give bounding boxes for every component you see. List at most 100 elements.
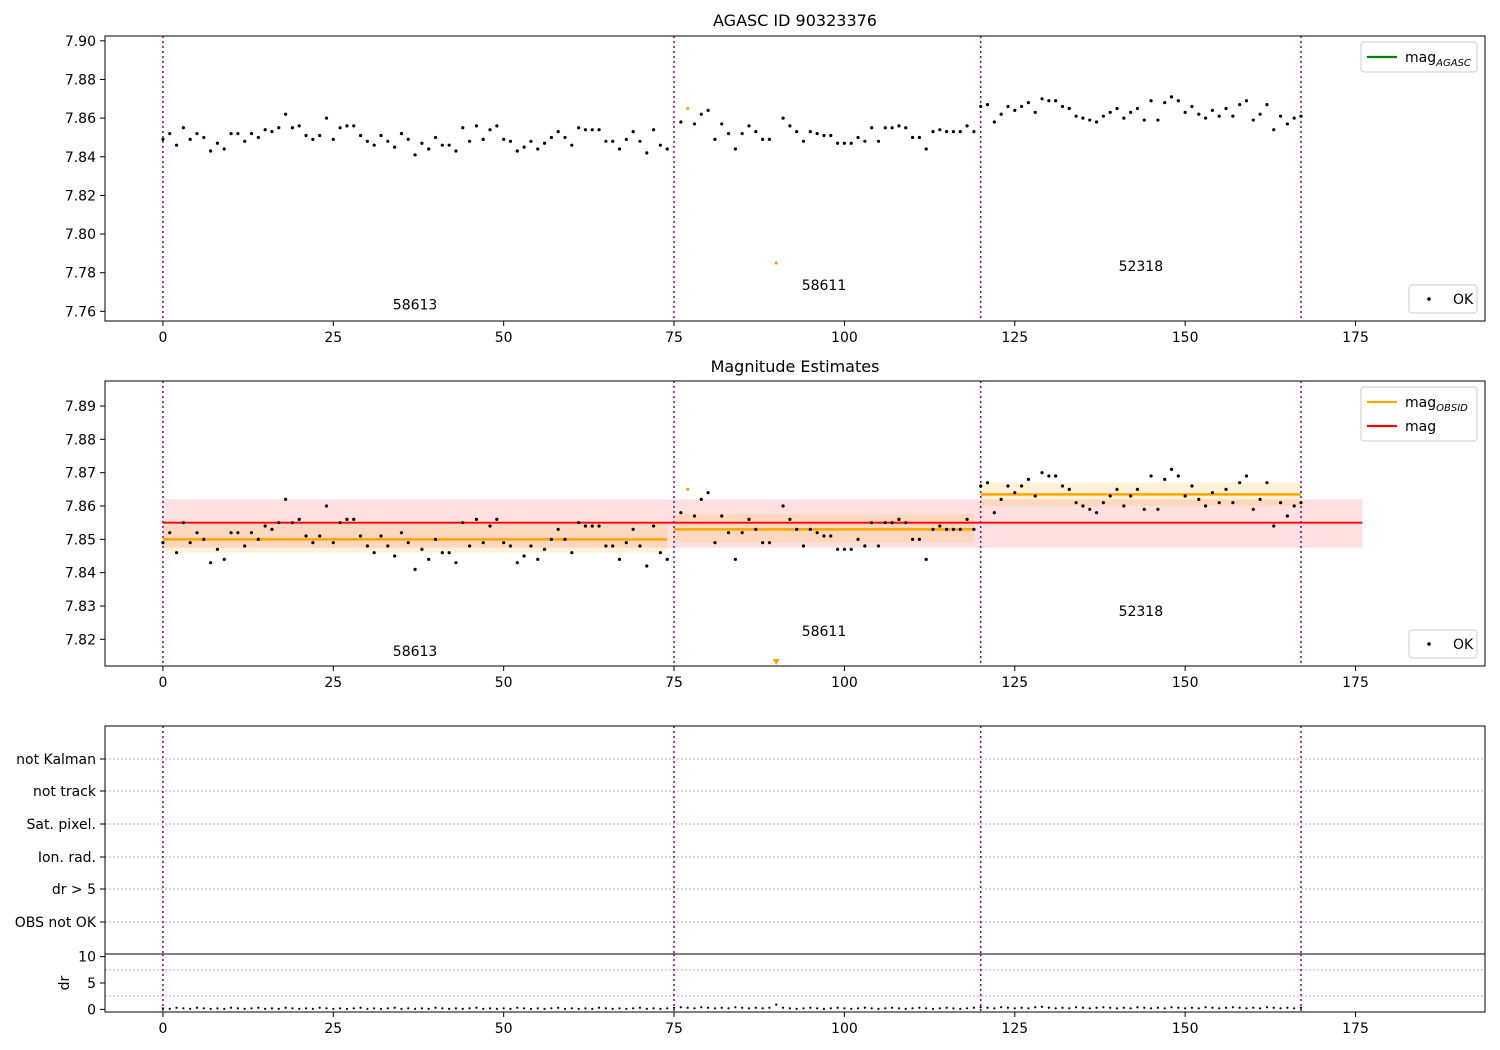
ok-data-point: [277, 126, 281, 130]
dr-axis-label: dr: [57, 975, 73, 990]
ok-data-point: [979, 484, 983, 488]
ok-data-point: [863, 544, 867, 548]
dr-data-point: [318, 1006, 321, 1009]
ok-data-point: [890, 521, 894, 525]
dr-data-point: [509, 1007, 512, 1010]
obsid-label: 58613: [393, 297, 438, 313]
ok-data-point: [202, 537, 206, 541]
dr-data-point: [945, 1006, 948, 1009]
ok-data-point: [1163, 101, 1167, 105]
ok-data-point: [1278, 501, 1283, 505]
dr-data-point: [1231, 1006, 1234, 1009]
ok-data-point: [1054, 99, 1058, 103]
ok-data-point: [495, 517, 499, 521]
dr-data-point: [1245, 1007, 1248, 1010]
ok-data-point: [842, 547, 847, 551]
ok-data-point: [386, 544, 390, 548]
dr-axes-frame: [104, 953, 1486, 1013]
ok-data-point: [1231, 114, 1235, 118]
dr-data-point: [407, 1007, 410, 1010]
ok-data-point: [1108, 110, 1112, 114]
ok-data-point: [1244, 99, 1249, 103]
ok-data-point: [842, 141, 847, 145]
ok-data-point: [297, 517, 301, 521]
ok-data-point: [379, 534, 383, 538]
dr-data-point: [223, 1007, 226, 1010]
estimates-ytick-label: 7.84: [65, 566, 96, 582]
dr-data-point: [925, 1007, 928, 1010]
ok-data-point: [174, 143, 179, 147]
dr-data-point: [284, 1006, 287, 1009]
ok-data-point: [815, 131, 819, 136]
estimates-point-legend-label: OK: [1453, 637, 1474, 653]
ok-data-point: [263, 128, 267, 132]
dr-data-point: [693, 1007, 696, 1010]
ok-data-point: [270, 527, 274, 531]
dr-data-point: [1259, 1007, 1262, 1010]
ok-data-point: [461, 521, 465, 525]
ok-data-point: [440, 551, 444, 555]
ok-data-point: [781, 504, 785, 508]
flag-label: Ion. rad.: [38, 850, 96, 866]
dr-data-point: [816, 1007, 819, 1010]
ok-data-point: [808, 130, 812, 134]
ok-data-point: [979, 104, 983, 109]
ok-data-point: [938, 524, 942, 528]
ok-data-point: [324, 504, 329, 508]
ok-data-point: [590, 128, 594, 132]
ok-data-point: [467, 544, 472, 548]
agasc-ytick-label: 7.80: [65, 227, 96, 243]
ok-data-point: [563, 537, 567, 541]
ok-data-point: [917, 135, 921, 140]
dr-ytick-label: 10: [78, 950, 96, 966]
dr-data-point: [1006, 1006, 1010, 1009]
dr-data-point: [1184, 1007, 1187, 1010]
dr-data-point: [652, 1007, 655, 1010]
dr-data-point: [1095, 1006, 1098, 1009]
estimates-xtick-label: 125: [1001, 675, 1028, 691]
ok-data-point: [433, 135, 438, 140]
agasc-xtick-label: 50: [495, 330, 513, 346]
ok-data-point: [624, 137, 628, 141]
dr-data-point: [1020, 1006, 1023, 1009]
ok-data-point: [706, 108, 710, 112]
dr-data-point: [311, 1007, 314, 1010]
ok-data-point: [1265, 102, 1269, 107]
dr-data-point: [1286, 1006, 1289, 1009]
dr-data-point: [1054, 1007, 1057, 1010]
ok-data-point: [876, 544, 881, 548]
ok-data-point: [658, 143, 663, 147]
ok-data-point: [399, 131, 404, 136]
ok-data-point: [1197, 112, 1201, 116]
dr-data-point: [448, 1007, 451, 1010]
flag-label: not track: [33, 784, 97, 800]
ok-data-point: [904, 126, 908, 130]
agasc-xtick-label: 75: [665, 330, 683, 346]
dr-data-point: [1047, 1006, 1050, 1009]
dr-xtick-label: 75: [665, 1021, 683, 1037]
ok-data-point: [311, 137, 315, 141]
ok-data-point: [1299, 114, 1303, 118]
ok-data-point: [1108, 494, 1112, 498]
dr-xtick-label: 25: [324, 1021, 342, 1037]
ok-data-point: [1217, 114, 1221, 118]
ok-data-point: [358, 133, 363, 138]
ok-data-point: [570, 143, 574, 147]
dr-data-point: [298, 1007, 301, 1010]
ok-data-point: [713, 137, 717, 141]
ok-data-point: [188, 541, 192, 545]
ok-data-point: [488, 524, 492, 528]
dr-data-point: [523, 1007, 526, 1010]
ok-data-point: [747, 124, 751, 128]
ok-data-point: [883, 126, 887, 130]
ok-data-point: [1190, 484, 1194, 488]
ok-data-point: [181, 126, 185, 130]
ok-data-point: [822, 133, 826, 138]
dr-xtick-label: 175: [1342, 1021, 1369, 1037]
ok-data-point: [529, 544, 533, 548]
dr-data-point: [413, 1007, 417, 1010]
ok-data-point: [740, 531, 744, 535]
ok-data-point: [1006, 104, 1010, 109]
ok-data-point: [577, 521, 581, 525]
dr-data-point: [938, 1007, 941, 1010]
